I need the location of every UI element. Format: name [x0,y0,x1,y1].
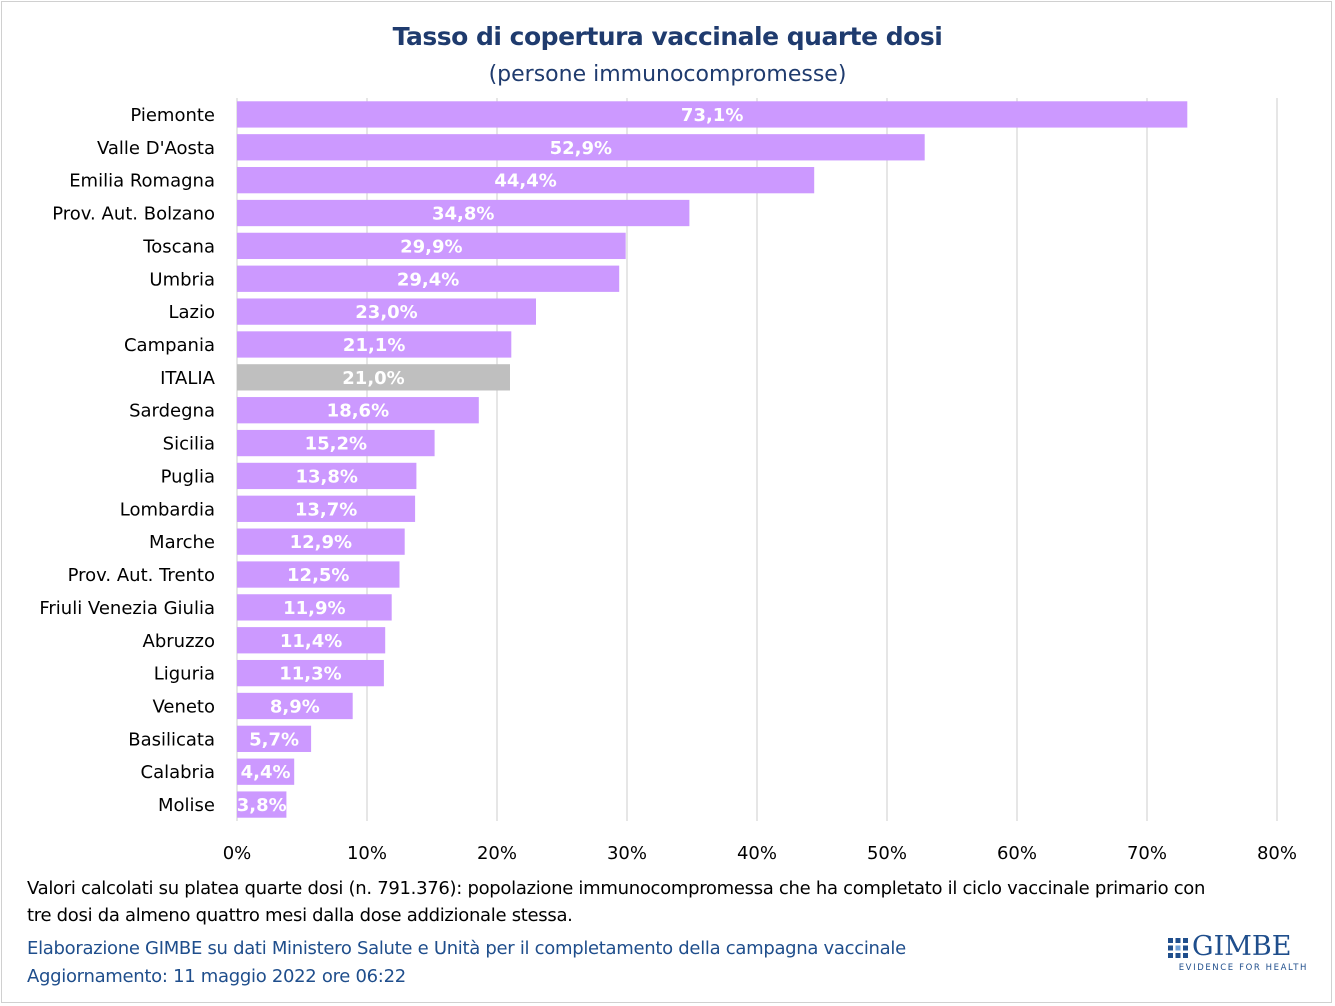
bar [237,462,417,490]
logo-tagline: EVIDENCE FOR HEALTH [1178,963,1308,973]
x-tick-label: 50% [867,843,907,864]
category-label: Sardegna [129,401,215,422]
value-label: 11,9% [283,598,345,619]
category-label: Sicilia [163,434,215,455]
category-label: Campania [124,335,215,356]
category-label: Prov. Aut. Bolzano [52,204,215,225]
category-label: ITALIA [160,368,216,389]
gimbe-logo: GIMBE EVIDENCE FOR HEALTH [1168,932,1308,976]
bar [237,101,1188,128]
category-label: Valle D'Aosta [97,138,215,159]
value-label: 3,8% [237,795,287,816]
category-label: Marche [149,532,215,553]
value-label: 4,4% [241,762,291,783]
category-label: Abruzzo [143,631,215,652]
category-label: Lazio [168,302,215,323]
value-label: 11,3% [279,664,341,685]
category-label: Toscana [142,236,215,257]
bar [237,627,386,654]
logo-name: GIMBE [1192,931,1292,962]
bar-chart: Piemonte Valle D'Aosta Emilia Romagna Prov.… [39,98,1297,864]
value-label: 73,1% [681,105,743,126]
x-tick-label: 60% [997,843,1037,864]
category-labels: Piemonte Valle D'Aosta Emilia Romagna Prov.… [39,105,215,816]
bar [237,495,416,522]
value-label: 13,7% [295,499,357,520]
category-label: Umbria [149,269,215,290]
x-tick-label: 10% [347,843,387,864]
value-label: 23,0% [355,302,417,323]
footnote-line-2: tre dosi da almeno quattro mesi dalla do… [27,905,573,926]
x-tick-label: 30% [607,843,647,864]
x-tick-label: 70% [1127,843,1167,864]
value-label: 29,9% [400,236,462,257]
category-label: Calabria [141,762,216,783]
category-label: Piemonte [130,105,215,126]
x-tick-label: 20% [477,843,517,864]
bar [237,429,435,457]
category-label: Puglia [161,466,215,487]
bar [237,331,512,358]
bar [237,134,925,161]
category-label: Lombardia [120,499,215,520]
value-label: 29,4% [397,269,459,290]
bar [237,692,353,720]
bar [237,528,405,555]
source-line: Elaborazione GIMBE su dati Ministero Sal… [27,938,906,959]
bar [237,298,536,325]
bar [237,791,287,818]
bar [237,232,626,260]
value-labels: 73,1% 52,9% 44,4%34,8% 29,9% 29,4% 23,0% 21,1%… [237,105,744,816]
bars [237,101,1188,818]
category-label: Basilicata [128,729,215,750]
category-label: Molise [158,795,215,816]
updated-line: Aggiornamento: 11 maggio 2022 ore 06:22 [27,966,406,987]
value-label: 15,2% [305,434,367,455]
value-label: 5,7% [249,729,299,750]
logo-grid-icon [1168,938,1188,958]
x-axis-ticks: 0% 10% 20% 30% 40% 50% 60% 70% 80% [223,843,1297,864]
chart-subtitle: (persone immunocompromesse) [488,62,847,87]
footnote-line-1: Valori calcolati su platea quarte dosi (… [27,878,1206,899]
value-label: 8,9% [270,696,320,717]
category-label: Liguria [154,664,215,685]
bar [237,561,400,588]
category-label: Veneto [152,696,215,717]
bar [237,397,479,424]
bar [237,659,384,687]
value-label: 18,6% [327,401,389,422]
value-label: 13,8% [295,466,357,487]
chart-title: Tasso di copertura vaccinale quarte dosi [392,22,943,51]
category-label: Friuli Venezia Giulia [39,598,215,619]
bar [237,364,510,391]
value-label: 44,4% [494,171,556,192]
bar [237,199,690,227]
x-tick-label: 0% [223,843,252,864]
value-label: 12,9% [290,532,352,553]
category-label: Emilia Romagna [69,171,215,192]
x-tick-label: 80% [1257,843,1297,864]
value-label: 21,1% [343,335,405,356]
value-label: 34,8% [432,204,494,225]
bar [237,758,295,785]
value-label: 12,5% [287,565,349,586]
category-label: Prov. Aut. Trento [68,565,215,586]
value-label: 52,9% [550,138,612,159]
bar [237,594,392,621]
x-tick-label: 40% [737,843,777,864]
value-label: 11,4% [280,631,342,652]
bar [237,725,312,752]
value-label: 21,0% [342,368,404,389]
bar [237,167,815,194]
bar [237,265,620,292]
